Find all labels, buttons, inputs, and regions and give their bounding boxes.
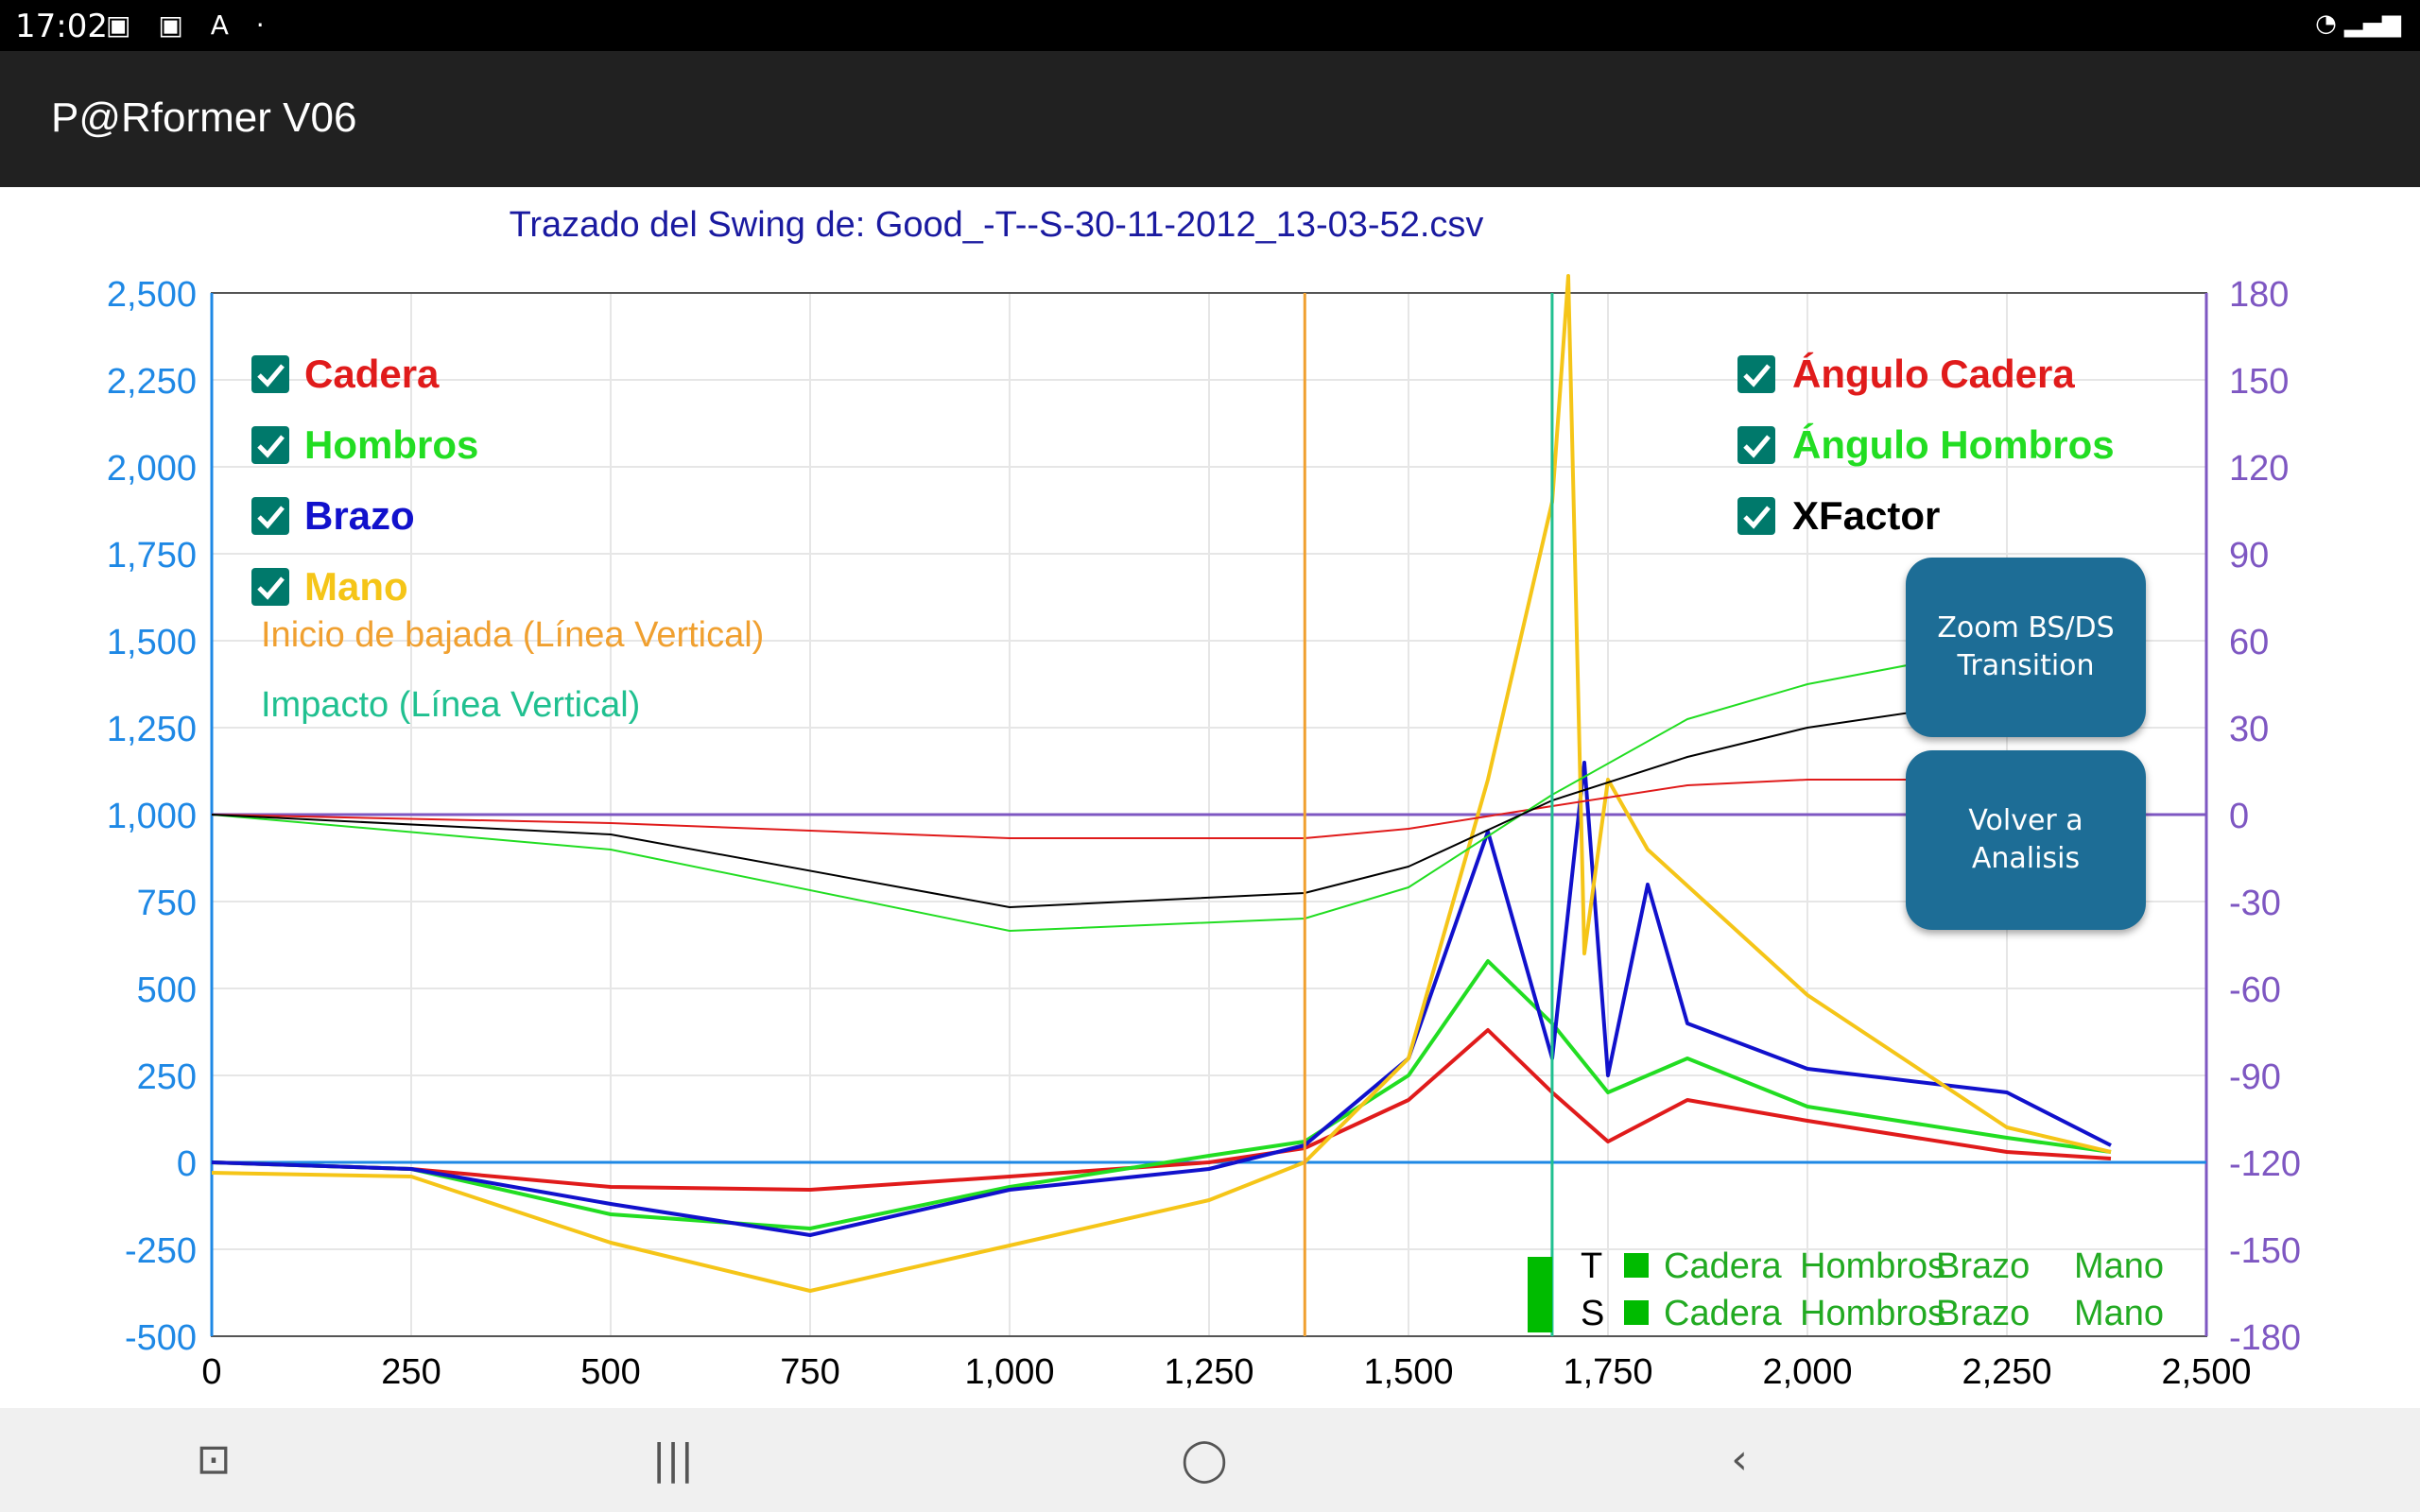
left-tick-label: 2,500: [107, 275, 197, 315]
left-tick-label: 1,750: [107, 536, 197, 576]
checkmark-icon: [1743, 506, 1771, 529]
legend: Cadera Hombros Brazo Mano Ángulo Cadera Ángul…: [251, 352, 2115, 725]
right-tick-label: 180: [2229, 275, 2289, 315]
bottom-legend-item: Hombros: [1800, 1246, 1945, 1286]
bottom-legend-swatch: [1624, 1300, 1649, 1325]
checkbox-checked: [1737, 497, 1775, 535]
checkmark-icon: [257, 364, 285, 387]
legend-item-label: XFactor: [1792, 493, 1940, 538]
legend-item-label: Mano: [304, 564, 408, 609]
signal-wifi-icon: ◔ ▂▄▆: [2315, 9, 2401, 38]
marker-bar: [1528, 1257, 1552, 1332]
right-tick-label: 150: [2229, 362, 2289, 402]
right-tick-label: -150: [2229, 1231, 2301, 1271]
legend-item-label: Hombros: [304, 422, 478, 467]
x-tick-label: 250: [381, 1352, 441, 1392]
checkmark-icon: [1743, 435, 1771, 458]
bottom-legend-key: T: [1581, 1246, 1602, 1286]
right-tick-label: -120: [2229, 1144, 2301, 1184]
apps-menu-icon[interactable]: |||: [651, 1435, 695, 1484]
left-tick-label: 1,000: [107, 797, 197, 836]
status-time: 17:02: [15, 8, 108, 45]
legend-item-label: Ángulo Hombros: [1792, 422, 2115, 467]
navigation-bar: ⊡ ||| ◯ ‹: [0, 1408, 2420, 1512]
x-tick-label: 1,750: [1563, 1352, 1652, 1392]
home-icon[interactable]: ◯: [1181, 1435, 1228, 1484]
inicio-de-bajada-label: Inicio de bajada (Línea Vertical): [261, 615, 764, 655]
right-tick-label: -180: [2229, 1318, 2301, 1358]
bottom-legend-key: S: [1581, 1294, 1604, 1333]
bottom-legend-item: Cadera: [1664, 1294, 1782, 1333]
bottom-legend-item: Hombros: [1800, 1294, 1945, 1333]
volver-analisis-button[interactable]: Volver a Analisis: [1906, 750, 2146, 930]
right-tick-label: -60: [2229, 971, 2281, 1010]
series-angulo-cadera: [211, 779, 2007, 839]
right-tick-label: 120: [2229, 449, 2289, 489]
right-tick-label: 30: [2229, 710, 2269, 749]
x-tick-label: 2,000: [1762, 1352, 1852, 1392]
bottom-legend-item: Cadera: [1664, 1246, 1782, 1286]
bottom-legend-item: Brazo: [1936, 1294, 2030, 1333]
x-tick-label: 1,500: [1363, 1352, 1453, 1392]
left-tick-label: 2,250: [107, 362, 197, 402]
x-tick-label: 2,500: [2161, 1352, 2251, 1392]
app-bar: P@Rformer V06: [0, 51, 2420, 187]
left-tick-label: 2,000: [107, 449, 197, 489]
left-tick-label: 1,500: [107, 623, 197, 662]
series-hombros: [211, 959, 2112, 1230]
left-tick-label: -500: [125, 1318, 197, 1358]
status-bar: 17:02 ▣ ▣ A · ◔ ▂▄▆: [0, 0, 2420, 51]
checkbox-checked: [251, 497, 289, 535]
x-tick-label: 500: [580, 1352, 640, 1392]
checkmark-icon: [257, 506, 285, 529]
recent-apps-icon[interactable]: ⊡: [196, 1435, 232, 1484]
x-tick-label: 1,000: [964, 1352, 1054, 1392]
checkbox-checked: [251, 426, 289, 464]
x-tick-label: 2,250: [1962, 1352, 2051, 1392]
legend-item-label: Ángulo Cadera: [1792, 352, 2075, 396]
x-tick-label: 750: [780, 1352, 839, 1392]
bottom-legend-item: Mano: [2074, 1246, 2164, 1286]
checkmark-icon: [257, 576, 285, 600]
left-tick-label: -250: [125, 1231, 197, 1271]
checkmark-icon: [257, 435, 285, 458]
back-icon[interactable]: ‹: [1731, 1435, 1748, 1484]
bottom-legend-item: Mano: [2074, 1294, 2164, 1333]
right-tick-label: -90: [2229, 1057, 2281, 1097]
chart-title: Trazado del Swing de: Good_-T--S-30-11-2…: [510, 205, 1484, 245]
left-tick-label: 750: [137, 884, 197, 923]
app-title: P@Rformer V06: [51, 94, 357, 141]
series-cadera: [211, 1028, 2112, 1192]
x-tick-label: 1,250: [1164, 1352, 1253, 1392]
left-tick-label: 1,250: [107, 710, 197, 749]
bottom-legend-item: Brazo: [1936, 1246, 2030, 1286]
left-tick-label: 500: [137, 971, 197, 1010]
legend-item-label: Cadera: [304, 352, 440, 396]
series-angulo-hombros: [211, 645, 2008, 932]
chart-area: Trazado del Swing de: Good_-T--S-30-11-2…: [0, 187, 2420, 1408]
series-mano: [211, 274, 2112, 1293]
zoom-transition-button[interactable]: Zoom BS/DS Transition: [1906, 558, 2146, 737]
legend-item-label: Brazo: [304, 493, 415, 538]
checkmark-icon: [1743, 364, 1771, 387]
swing-chart[interactable]: Trazado del Swing de: Good_-T--S-30-11-2…: [0, 187, 2420, 1408]
left-tick-label: 250: [137, 1057, 197, 1097]
right-tick-label: -30: [2229, 884, 2281, 923]
notification-icons: ▣ ▣ A ·: [106, 9, 274, 41]
bottom-legend-swatch: [1624, 1253, 1649, 1278]
right-tick-label: 90: [2229, 536, 2269, 576]
right-tick-label: 0: [2229, 797, 2249, 836]
impacto-label: Impacto (Línea Vertical): [261, 685, 640, 725]
series-brazo: [211, 761, 2112, 1237]
checkbox-checked: [251, 568, 289, 606]
series-lines: [211, 274, 2112, 1336]
x-tick-label: 0: [201, 1352, 221, 1392]
checkbox-checked: [251, 355, 289, 393]
left-tick-label: 0: [177, 1144, 197, 1184]
series-xfactor: [211, 697, 2008, 908]
checkbox-checked: [1737, 355, 1775, 393]
right-tick-label: 60: [2229, 623, 2269, 662]
checkbox-checked: [1737, 426, 1775, 464]
